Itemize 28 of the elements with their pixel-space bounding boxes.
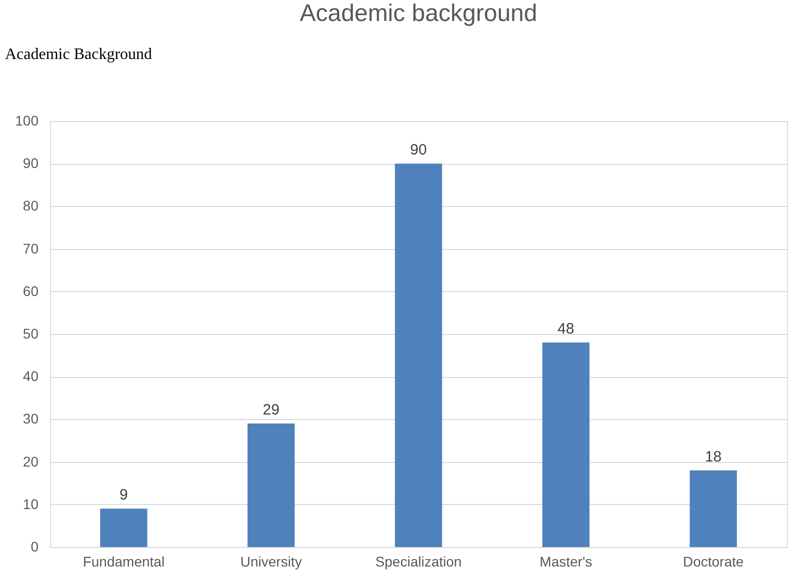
data-label: 48 (558, 320, 574, 338)
y-tick-label: 80 (22, 198, 39, 214)
data-label: 90 (410, 142, 427, 159)
y-tick-label: 60 (22, 282, 39, 299)
text: Academic Background (5, 46, 152, 63)
bar (690, 470, 737, 547)
x-tick-label: Doctorate (682, 554, 744, 570)
data-label: 9 (120, 486, 128, 504)
y-tick-label: 70 (22, 240, 39, 256)
x-tick-label: Fundamental (82, 554, 165, 570)
y-tick-label: 40 (22, 368, 39, 384)
bar (100, 508, 148, 547)
bar (248, 423, 295, 547)
data-label: 29 (262, 401, 280, 418)
bar (542, 342, 590, 547)
y-tick-label: 10 (22, 496, 39, 512)
bar (394, 164, 442, 547)
x-tick-label: University (240, 554, 302, 570)
x-tick-label: Specialization (375, 554, 462, 570)
y-tick-label: 90 (22, 155, 39, 172)
y-tick-label: 0 (30, 538, 39, 554)
x-tick-label: Master's (540, 554, 592, 570)
y-tick-label: 100 (15, 112, 39, 128)
chart-title: Academic background (300, 0, 538, 27)
y-tick-label: 20 (22, 453, 39, 470)
y-tick-label: 50 (22, 326, 39, 342)
y-tick-label: 30 (22, 410, 39, 427)
data-label: 18 (704, 448, 722, 466)
